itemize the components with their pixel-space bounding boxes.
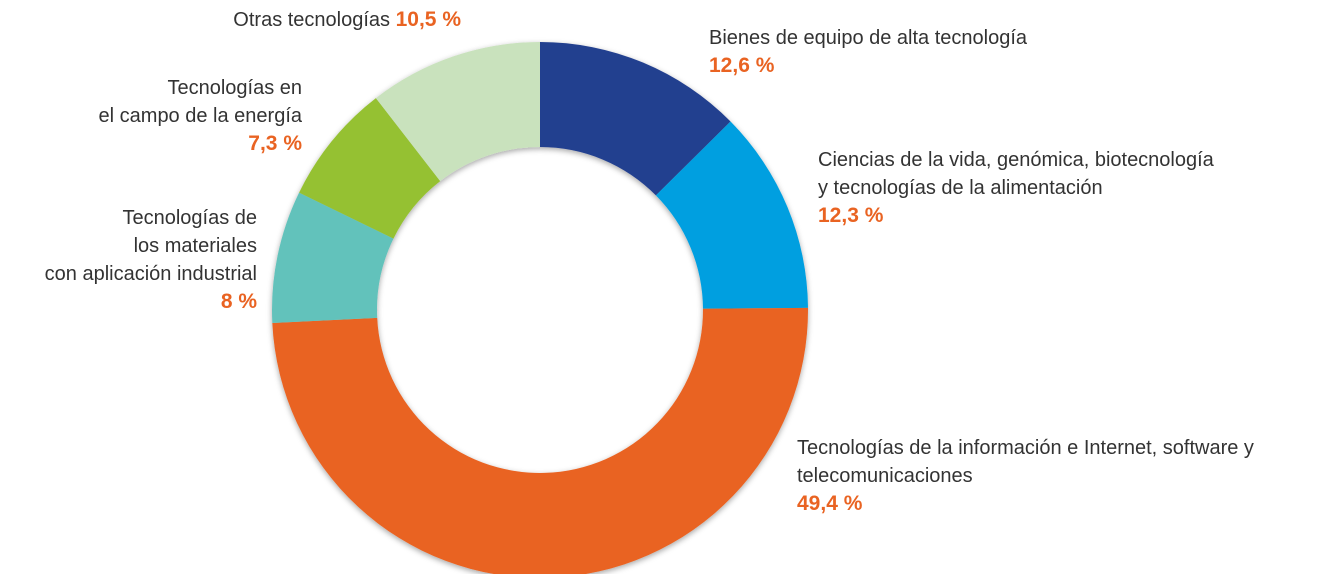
slice <box>655 121 808 309</box>
category-name: Tecnologías de la información e Internet… <box>797 437 1254 487</box>
slice-label: Tecnologías en el campo de la energía 7,3… <box>99 74 302 158</box>
value-label: 49,4 % <box>797 492 863 515</box>
slice <box>272 307 808 574</box>
slice <box>540 42 731 196</box>
category-name: Bienes de equipo de alta tecnología <box>709 27 1028 49</box>
value-label: 10,5 % <box>395 8 461 31</box>
slice <box>299 98 441 239</box>
slice-label: Tecnologías de los materiales con aplica… <box>45 204 257 316</box>
slice <box>272 192 394 324</box>
value-label: 7,3 % <box>248 132 302 155</box>
slice-label: Ciencias de la vida, genómica, biotecnol… <box>818 146 1214 230</box>
category-name: Ciencias de la vida, genómica, biotecnol… <box>818 149 1214 199</box>
slice <box>375 42 540 182</box>
slice-label: Tecnologías de la información e Internet… <box>797 434 1254 518</box>
value-label: 12,3 % <box>818 204 884 227</box>
category-name: Tecnologías de los materiales con aplica… <box>44 207 257 285</box>
category-name: Tecnologías en el campo de la energía <box>98 77 302 127</box>
slice-label: Bienes de equipo de alta tecnología 12,6 … <box>709 24 1027 80</box>
category-name: Otras tecnologías <box>233 9 391 31</box>
slice-label: Otras tecnologías 10,5 % <box>233 6 461 34</box>
value-label: 12,6 % <box>709 54 775 77</box>
value-label: 8 % <box>220 290 257 313</box>
